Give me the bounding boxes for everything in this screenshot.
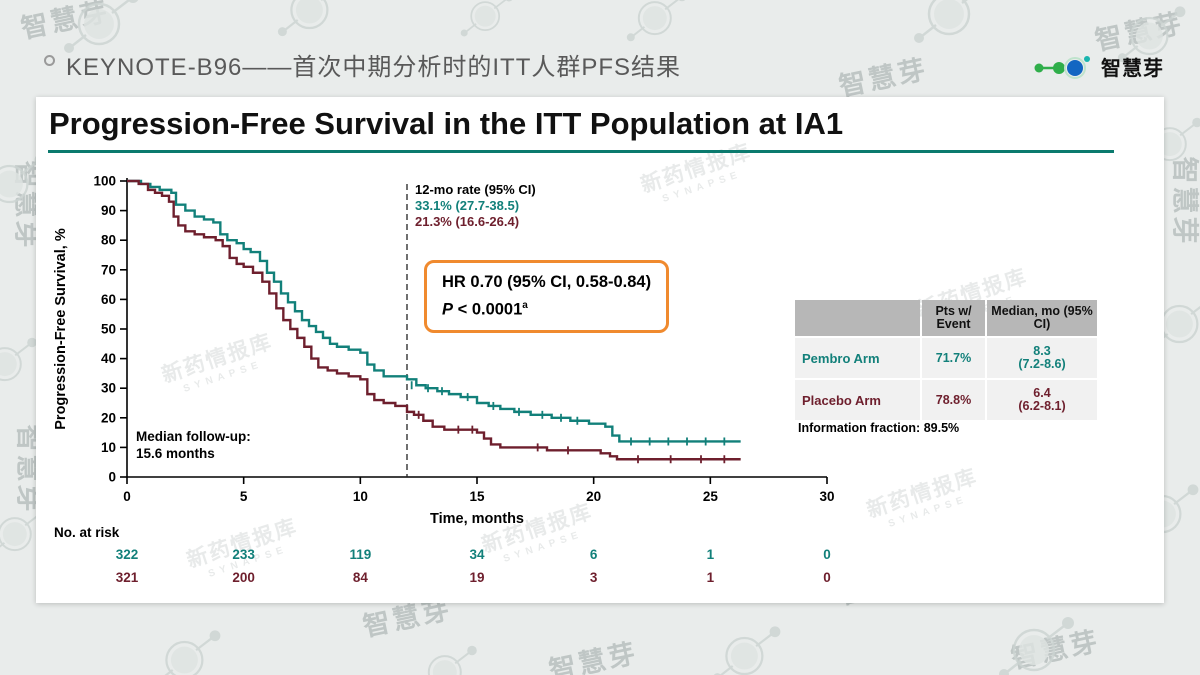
x-tick-label: 5	[240, 489, 248, 504]
x-tick-label: 10	[353, 489, 368, 504]
y-tick-label: 90	[101, 203, 116, 218]
pembro-median: 8.3 (7.2-8.6)	[987, 338, 1097, 378]
x-tick-label: 30	[819, 489, 834, 504]
at-risk-value: 34	[469, 547, 485, 562]
x-tick-label: 15	[469, 489, 485, 504]
at-risk-value: 200	[232, 570, 255, 585]
at-risk-value: 1	[707, 547, 715, 562]
molecule-pattern-icon	[55, 0, 151, 69]
twelve-month-rate-annotation: 12-mo rate (95% CI) 33.1% (27.7-38.5) 21…	[415, 182, 536, 230]
y-tick-label: 30	[101, 381, 116, 396]
header-pts-w-event: Pts w/ Event	[922, 300, 985, 336]
at-risk-value: 0	[823, 547, 831, 562]
at-risk-value: 233	[232, 547, 255, 562]
molecule-pattern-icon	[1110, 0, 1196, 77]
header-blank-cell	[795, 300, 920, 336]
brand-logo-text: 智慧芽	[1101, 58, 1164, 80]
y-tick-label: 70	[101, 262, 116, 277]
y-tick-label: 100	[93, 174, 116, 189]
x-tick-label: 20	[586, 489, 601, 504]
y-tick-label: 40	[101, 351, 116, 366]
molecule-pattern-icon	[145, 620, 231, 675]
summary-table-header-row: Pts w/ Event Median, mo (95% CI)	[795, 300, 1097, 336]
placebo-median: 6.4 (6.2-8.1)	[987, 380, 1097, 420]
y-tick-label: 60	[101, 292, 116, 307]
molecule-pattern-icon	[620, 0, 697, 54]
p-footnote-marker: a	[522, 300, 528, 311]
header-median-mo: Median, mo (95% CI)	[987, 300, 1097, 336]
x-tick-label: 25	[703, 489, 719, 504]
pembro-events: 71.7%	[922, 338, 985, 378]
placebo-arm-label: Placebo Arm	[795, 380, 920, 420]
watermark-brand-text: 智慧芽	[546, 637, 641, 675]
hazard-ratio-box: HR 0.70 (95% CI, 0.58-0.84) P < 0.0001a	[424, 260, 670, 333]
at-risk-value: 119	[349, 547, 371, 562]
y-tick-label: 10	[101, 440, 116, 455]
molecule-pattern-icon	[705, 616, 791, 675]
brand-logo: 智慧芽	[1032, 52, 1164, 81]
table-row-pembro: Pembro Arm 71.7% 8.3 (7.2-8.6)	[795, 338, 1097, 378]
information-fraction-note: Information fraction: 89.5%	[798, 421, 960, 435]
molecule-pattern-icon	[0, 329, 46, 400]
at-risk-value: 6	[590, 547, 598, 562]
chart-title: Progression-Free Survival in the ITT Pop…	[49, 106, 844, 141]
p-value: < 0.0001	[453, 300, 523, 319]
rate-header: 12-mo rate (95% CI)	[415, 182, 536, 197]
molecule-pattern-icon	[410, 637, 487, 675]
at-risk-value: 84	[353, 570, 369, 585]
title-underline	[48, 150, 1114, 153]
at-risk-value: 321	[116, 570, 139, 585]
molecule-pattern-icon	[454, 0, 521, 48]
p-value-line: P < 0.0001a	[442, 294, 651, 322]
y-tick-label: 20	[101, 410, 116, 425]
page-title: KEYNOTE-B96——首次中期分析时的ITT人群PFS结果	[66, 54, 682, 81]
placebo-arm-curve	[127, 179, 741, 461]
hr-value-line: HR 0.70 (95% CI, 0.58-0.84)	[442, 273, 652, 291]
slide-content-card: 新药情报库 SYNAPSE 新药情报库 SYNAPSE 新药情报库 SYNAPSE 新药情报…	[36, 97, 1164, 603]
pembro-arm-curve	[127, 179, 741, 443]
rate-placebo: 21.3% (16.6-26.4)	[415, 214, 520, 229]
molecule-pattern-icon	[905, 0, 1001, 59]
y-tick-label: 50	[101, 322, 116, 337]
y-tick-label: 0	[108, 470, 116, 485]
at-risk-value: 19	[469, 570, 484, 585]
bullet-circle-icon	[44, 55, 55, 66]
y-axis-label: Progression-Free Survival, %	[53, 228, 69, 430]
at-risk-value: 1	[707, 570, 715, 585]
x-tick-label: 0	[123, 489, 131, 504]
median-followup-note: Median follow-up: 15.6 months	[136, 429, 251, 461]
summary-table: Pts w/ Event Median, mo (95% CI) Pembro …	[795, 300, 1097, 420]
table-row-placebo: Placebo Arm 78.8% 6.4 (6.2-8.1)	[795, 380, 1097, 420]
p-label: P	[442, 300, 454, 319]
molecule-pattern-icon	[990, 606, 1086, 675]
pembro-arm-label: Pembro Arm	[795, 338, 920, 378]
y-tick-label: 80	[101, 233, 116, 248]
rate-pembro: 33.1% (27.7-38.5)	[415, 198, 520, 213]
x-axis-label: Time, months	[430, 511, 524, 527]
molecule-pattern-icon	[270, 0, 356, 51]
slide-header: KEYNOTE-B96——首次中期分析时的ITT人群PFS结果 智慧芽	[0, 0, 1200, 96]
brand-logo-icon	[1034, 55, 1090, 79]
at-risk-value: 3	[590, 570, 598, 585]
at-risk-value: 0	[823, 570, 831, 585]
placebo-events: 78.8%	[922, 380, 985, 420]
at-risk-label: No. at risk	[54, 525, 120, 540]
at-risk-value: 322	[116, 547, 139, 562]
